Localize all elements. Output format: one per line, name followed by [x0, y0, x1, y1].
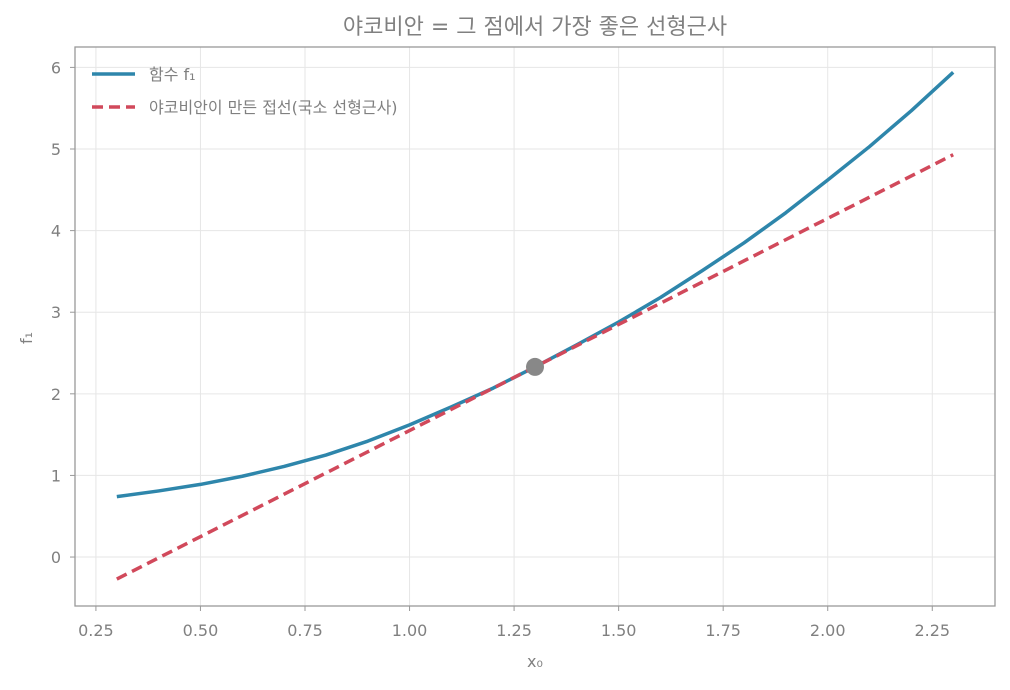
- chart-title: 야코비안 = 그 점에서 가장 좋은 선형근사: [343, 15, 727, 40]
- y-tick-label: 1: [51, 466, 61, 485]
- y-tick-label: 6: [51, 58, 61, 77]
- y-axis-label: f₁: [17, 332, 36, 344]
- x-tick-label: 1.50: [601, 621, 637, 640]
- x-tick-label: 0.25: [78, 621, 114, 640]
- tangent-point: [526, 357, 544, 376]
- x-tick-label: 1.00: [392, 621, 428, 640]
- legend-label-0: 함수 f₁: [149, 65, 196, 84]
- x-tick-label: 1.75: [705, 621, 741, 640]
- y-tick-label: 2: [51, 385, 61, 404]
- y-axis-ticks: 0 1 2 3 4 5 6: [51, 58, 75, 567]
- x-tick-label: 2.25: [914, 621, 950, 640]
- x-tick-label: 1.25: [496, 621, 532, 640]
- legend: 함수 f₁ 야코비안이 만든 접선(국소 선형근사): [92, 65, 398, 117]
- grid: [75, 47, 995, 606]
- y-tick-label: 5: [51, 140, 61, 159]
- y-tick-label: 3: [51, 303, 61, 322]
- x-tick-label: 0.50: [183, 621, 219, 640]
- point-layer: [526, 357, 544, 376]
- y-tick-label: 4: [51, 222, 61, 241]
- plot-frame: [74, 46, 996, 607]
- legend-label-1: 야코비안이 만든 접선(국소 선형근사): [149, 98, 398, 117]
- x-axis-label: x₀: [527, 652, 543, 671]
- x-tick-label: 2.00: [810, 621, 846, 640]
- x-axis-ticks: 0.25 0.50 0.75 1.00 1.25 1.50 1.75 2.00 2.25: [78, 606, 950, 640]
- y-tick-label: 0: [51, 548, 61, 567]
- x-tick-label: 0.75: [287, 621, 323, 640]
